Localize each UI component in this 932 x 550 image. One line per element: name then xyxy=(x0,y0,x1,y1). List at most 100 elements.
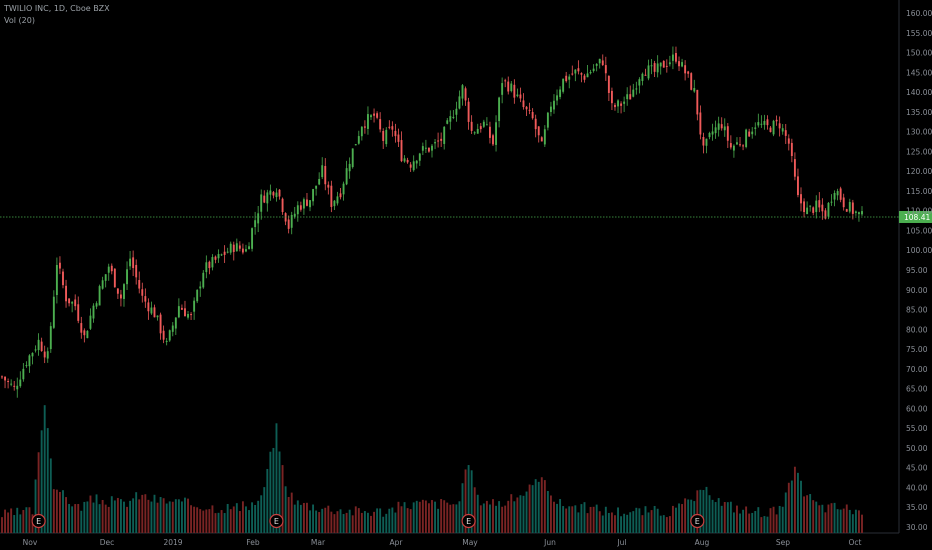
volume-bar xyxy=(464,469,467,533)
candle-body xyxy=(321,165,324,178)
time-tick-label: 2019 xyxy=(163,538,182,547)
volume-bar xyxy=(568,506,571,533)
candle-body xyxy=(720,124,723,129)
volume-bar xyxy=(306,502,308,533)
price-tick-label: 30.00 xyxy=(906,523,928,532)
volume-bar xyxy=(534,479,537,533)
price-tick-label: 140.00 xyxy=(906,88,932,97)
candle-body xyxy=(726,126,729,141)
time-tick-label: Aug xyxy=(695,538,710,547)
candle-body xyxy=(586,73,589,78)
volume-bar xyxy=(391,507,394,533)
volume-bar xyxy=(748,513,751,533)
price-tick-label: 95.00 xyxy=(906,266,928,275)
time-tick-label: Apr xyxy=(390,538,404,547)
volume-bar xyxy=(208,509,211,533)
price-tick-label: 50.00 xyxy=(906,444,928,453)
candle-body xyxy=(513,84,516,98)
candle-body xyxy=(479,126,482,130)
volume-bar xyxy=(580,504,583,533)
candle-body xyxy=(7,381,10,383)
candle-body xyxy=(589,72,592,74)
candle-body xyxy=(696,89,699,115)
volume-bar xyxy=(299,504,302,533)
volume-bar xyxy=(86,501,89,533)
volume-bar xyxy=(821,504,824,533)
volume-bar xyxy=(77,503,80,533)
volume-bar xyxy=(150,501,153,533)
volume-bar xyxy=(22,510,25,533)
volume-bar xyxy=(540,477,543,533)
candle-body xyxy=(232,244,235,252)
candle-body xyxy=(52,296,55,328)
volume-bar xyxy=(327,505,330,533)
time-tick-label: May xyxy=(462,538,478,547)
candle-body xyxy=(141,289,144,296)
earnings-marker xyxy=(690,513,705,529)
volume-bar xyxy=(257,500,260,533)
volume-bar xyxy=(543,480,546,533)
candle-body xyxy=(180,307,183,310)
candle-body xyxy=(784,130,787,136)
candle-body xyxy=(431,145,433,151)
volume-bar xyxy=(89,495,92,533)
volume-bar xyxy=(458,501,461,533)
price-tick-label: 125.00 xyxy=(906,147,932,156)
candle-body xyxy=(482,121,485,127)
volume-bar xyxy=(354,506,357,533)
candle-body xyxy=(595,63,598,66)
candle-body xyxy=(458,96,461,109)
candle-body xyxy=(793,159,796,177)
volume-bar xyxy=(492,499,494,533)
candle-body xyxy=(629,94,632,100)
candle-body xyxy=(525,106,528,110)
candle-body xyxy=(836,191,839,196)
candle-body xyxy=(95,303,98,307)
volume-bar xyxy=(604,506,607,533)
candle-body xyxy=(461,85,464,99)
candle-body xyxy=(74,299,77,307)
price-tick-label: 80.00 xyxy=(906,325,928,334)
price-tick-label: 90.00 xyxy=(906,286,928,295)
volume-bar xyxy=(156,502,159,533)
candle-body xyxy=(827,202,830,217)
candle-body xyxy=(55,264,58,296)
volume-bar xyxy=(498,501,501,533)
volume-bar xyxy=(495,505,497,533)
candle-body xyxy=(723,126,726,131)
volume-bar xyxy=(803,496,806,533)
volume-bar xyxy=(760,517,763,533)
candle-body xyxy=(623,101,626,104)
volume-bar xyxy=(519,495,522,533)
earnings-marker-label: E xyxy=(695,517,700,526)
volume-bar xyxy=(708,495,711,533)
price-tick-label: 160.00 xyxy=(906,9,932,18)
volume-bar xyxy=(348,509,351,533)
volume-bar xyxy=(92,502,95,533)
volume-bar xyxy=(336,511,339,533)
volume-bar xyxy=(4,509,6,533)
volume-bar xyxy=(623,513,626,533)
candle-body xyxy=(205,262,208,273)
volume-bar xyxy=(607,512,610,533)
volume-bar xyxy=(629,512,632,533)
candle-body xyxy=(46,351,49,359)
volume-bar xyxy=(711,499,714,533)
volume-bar xyxy=(415,500,418,533)
volume-bar xyxy=(98,504,101,533)
candle-body xyxy=(647,65,650,79)
candle-body xyxy=(31,352,34,357)
volume-bar xyxy=(58,491,61,533)
volume-bar xyxy=(656,508,659,533)
candle-body xyxy=(272,192,275,196)
volume-bar xyxy=(504,505,507,533)
volume-bar xyxy=(214,513,217,533)
volume-bar xyxy=(739,513,741,533)
candle-body xyxy=(138,280,141,289)
candle-body xyxy=(574,69,577,74)
candle-body xyxy=(556,95,558,101)
candle-body xyxy=(147,302,150,312)
earnings-marker xyxy=(269,513,284,529)
candle-body xyxy=(714,127,717,134)
